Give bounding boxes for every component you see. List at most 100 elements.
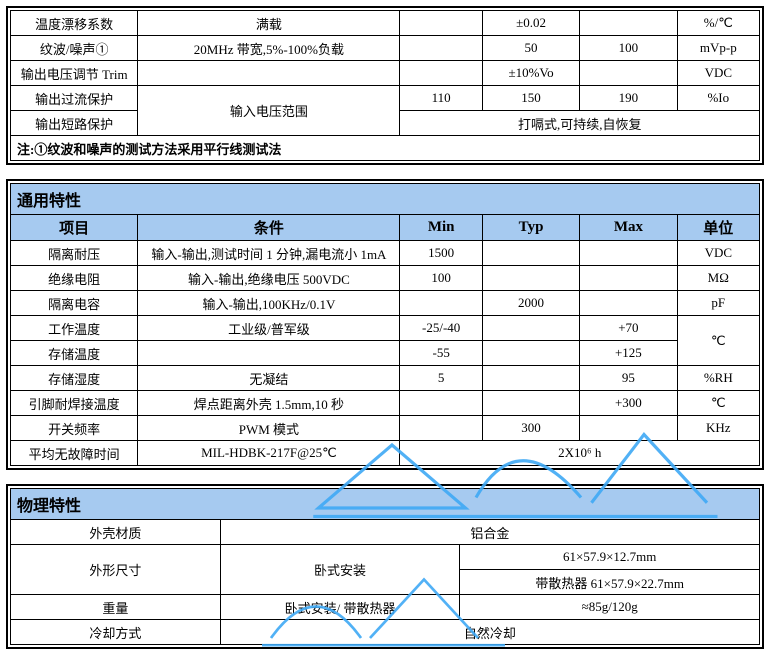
table-row: 温度漂移系数 满载 ±0.02 %/℃ (11, 11, 760, 36)
table-3: 物理特性 外壳材质 铝合金 外形尺寸 卧式安装 61×57.9×12.7mm 带… (10, 488, 760, 645)
cell: +300 (580, 391, 677, 416)
table-note-row: 注:①纹波和噪声的测试方法采用平行线测试法 (11, 136, 760, 161)
cell (400, 291, 482, 316)
cell (482, 391, 579, 416)
cell: 工业级/普军级 (138, 316, 400, 341)
header-row: 项目 条件 Min Typ Max 单位 (11, 215, 760, 241)
row-label: 输出短路保护 (11, 111, 138, 136)
cell: 绝缘电阻 (11, 266, 138, 291)
table-row: 工作温度 工业级/普军级 -25/-40 +70 ℃ (11, 316, 760, 341)
cell: 工作温度 (11, 316, 138, 341)
col-header: Max (580, 215, 677, 241)
cell: 开关频率 (11, 416, 138, 441)
row-max: 190 (580, 86, 677, 111)
cell: 输入-输出,测试时间 1 分钟,漏电流小 1mA (138, 241, 400, 266)
row-max: 100 (580, 36, 677, 61)
row-value: 铝合金 (220, 520, 759, 545)
row-label: 外壳材质 (11, 520, 221, 545)
cell: -55 (400, 341, 482, 366)
cell (482, 266, 579, 291)
row-cond (138, 61, 400, 86)
row-min (400, 11, 482, 36)
row-label: 重量 (11, 595, 221, 620)
cell: KHz (677, 416, 759, 441)
cell: pF (677, 291, 759, 316)
table-row: 隔离耐压 输入-输出,测试时间 1 分钟,漏电流小 1mA 1500 VDC (11, 241, 760, 266)
table-note: 注:①纹波和噪声的测试方法采用平行线测试法 (11, 136, 760, 161)
col-header: 条件 (138, 215, 400, 241)
row-typ: 150 (482, 86, 579, 111)
cell: 5 (400, 366, 482, 391)
row-right: 带散热器 61×57.9×22.7mm (460, 570, 760, 595)
table-row: 平均无故障时间 MIL-HDBK-217F@25℃ 2X10⁶ h (11, 441, 760, 466)
cell-unit: ℃ (677, 316, 759, 366)
cell (580, 241, 677, 266)
row-unit: %/℃ (677, 11, 759, 36)
cell: 存储温度 (11, 341, 138, 366)
row-unit: %Io (677, 86, 759, 111)
cell (482, 241, 579, 266)
table-1: 温度漂移系数 满载 ±0.02 %/℃ 纹波/噪声① 20MHz 带宽,5%-1… (10, 10, 760, 161)
cell: +125 (580, 341, 677, 366)
row-cond: 满载 (138, 11, 400, 36)
cell: PWM 模式 (138, 416, 400, 441)
col-header: 单位 (677, 215, 759, 241)
row-label: 外形尺寸 (11, 545, 221, 595)
row-min (400, 36, 482, 61)
row-unit: mVp-p (677, 36, 759, 61)
cell: 存储湿度 (11, 366, 138, 391)
table-row: 隔离电容 输入-输出,100KHz/0.1V 2000 pF (11, 291, 760, 316)
spec-table-1: 温度漂移系数 满载 ±0.02 %/℃ 纹波/噪声① 20MHz 带宽,5%-1… (6, 6, 764, 165)
cell: 1500 (400, 241, 482, 266)
label-text: 纹波/噪声① (40, 42, 109, 57)
row-max (580, 11, 677, 36)
cell (580, 266, 677, 291)
cell (580, 291, 677, 316)
col-header: 项目 (11, 215, 138, 241)
cell: 95 (580, 366, 677, 391)
row-label: 输出过流保护 (11, 86, 138, 111)
row-unit: VDC (677, 61, 759, 86)
table-row: 存储湿度 无凝结 5 95 %RH (11, 366, 760, 391)
row-label: 纹波/噪声① (11, 36, 138, 61)
cell: 100 (400, 266, 482, 291)
row-right: ≈85g/120g (460, 595, 760, 620)
row-right: 61×57.9×12.7mm (460, 545, 760, 570)
cell (482, 316, 579, 341)
row-mid: 卧式安装 (220, 545, 460, 595)
table-row: 引脚耐焊接温度 焊点距离外壳 1.5mm,10 秒 +300 ℃ (11, 391, 760, 416)
cell-merged: 2X10⁶ h (400, 441, 760, 466)
row-label: 冷却方式 (11, 620, 221, 645)
row-typ: ±10%Vo (482, 61, 579, 86)
table-row: 存储温度 -55 +125 (11, 341, 760, 366)
row-label: 输出电压调节 Trim (11, 61, 138, 86)
cell: 300 (482, 416, 579, 441)
cell: MIL-HDBK-217F@25℃ (138, 441, 400, 466)
table-row: 绝缘电阻 输入-输出,绝缘电压 500VDC 100 MΩ (11, 266, 760, 291)
cell (138, 341, 400, 366)
row-value: 自然冷却 (220, 620, 759, 645)
cell: +70 (580, 316, 677, 341)
table-2: 通用特性 项目 条件 Min Typ Max 单位 隔离耐压 输入-输出,测试时… (10, 183, 760, 466)
general-characteristics: 通用特性 项目 条件 Min Typ Max 单位 隔离耐压 输入-输出,测试时… (6, 179, 764, 470)
cell (580, 416, 677, 441)
row-mid: 卧式安装/ 带散热器 (220, 595, 460, 620)
row-typ: ±0.02 (482, 11, 579, 36)
cell: 引脚耐焊接温度 (11, 391, 138, 416)
physical-characteristics: 物理特性 外壳材质 铝合金 外形尺寸 卧式安装 61×57.9×12.7mm 带… (6, 484, 764, 649)
cell: MΩ (677, 266, 759, 291)
cell: 2000 (482, 291, 579, 316)
section-title-row: 通用特性 (11, 184, 760, 215)
row-cond-span: 输入电压范围 (138, 86, 400, 136)
cell: ℃ (677, 391, 759, 416)
row-max (580, 61, 677, 86)
row-min: 110 (400, 86, 482, 111)
table-row: 重量 卧式安装/ 带散热器 ≈85g/120g (11, 595, 760, 620)
table-row: 外形尺寸 卧式安装 61×57.9×12.7mm (11, 545, 760, 570)
row-min (400, 61, 482, 86)
section-title: 物理特性 (11, 489, 760, 520)
cell: %RH (677, 366, 759, 391)
table-row: 纹波/噪声① 20MHz 带宽,5%-100%负载 50 100 mVp-p (11, 36, 760, 61)
row-merged: 打嗝式,可持续,自恢复 (400, 111, 760, 136)
cell: 输入-输出,100KHz/0.1V (138, 291, 400, 316)
